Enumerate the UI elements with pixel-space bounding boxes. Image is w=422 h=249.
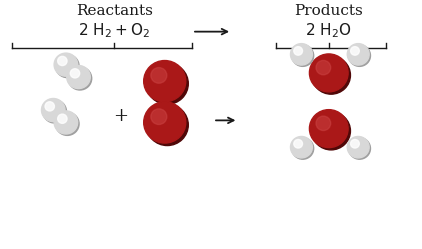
Circle shape [58,114,67,123]
Circle shape [347,136,369,158]
Circle shape [294,47,303,55]
Circle shape [292,45,314,66]
Circle shape [312,112,350,150]
Text: Reactants: Reactants [76,4,153,18]
Circle shape [290,44,312,65]
Circle shape [144,102,186,143]
Text: $2\ \mathrm{H_2O}$: $2\ \mathrm{H_2O}$ [306,21,352,40]
Circle shape [309,54,348,92]
Circle shape [56,55,79,78]
Circle shape [54,53,78,76]
Circle shape [58,56,67,65]
Circle shape [67,65,90,89]
Circle shape [68,67,92,90]
Circle shape [349,45,371,66]
Circle shape [41,99,65,122]
Circle shape [351,47,359,55]
Circle shape [316,116,331,130]
Circle shape [45,102,54,111]
Text: $2\ \mathrm{H_2} + \mathrm{O_2}$: $2\ \mathrm{H_2} + \mathrm{O_2}$ [78,21,150,40]
Circle shape [312,56,350,94]
Circle shape [294,139,303,148]
Circle shape [56,112,79,135]
Circle shape [151,67,167,83]
Text: +: + [113,107,128,125]
Circle shape [351,139,359,148]
Circle shape [316,61,331,75]
Circle shape [144,61,186,102]
Circle shape [349,138,371,159]
Circle shape [70,69,80,78]
Circle shape [54,111,78,134]
Circle shape [146,104,188,146]
Circle shape [290,136,312,158]
Text: Products: Products [295,4,363,18]
Circle shape [309,110,348,148]
Circle shape [347,44,369,65]
Circle shape [146,63,188,104]
Circle shape [292,138,314,159]
Circle shape [151,109,167,124]
Circle shape [43,100,66,123]
